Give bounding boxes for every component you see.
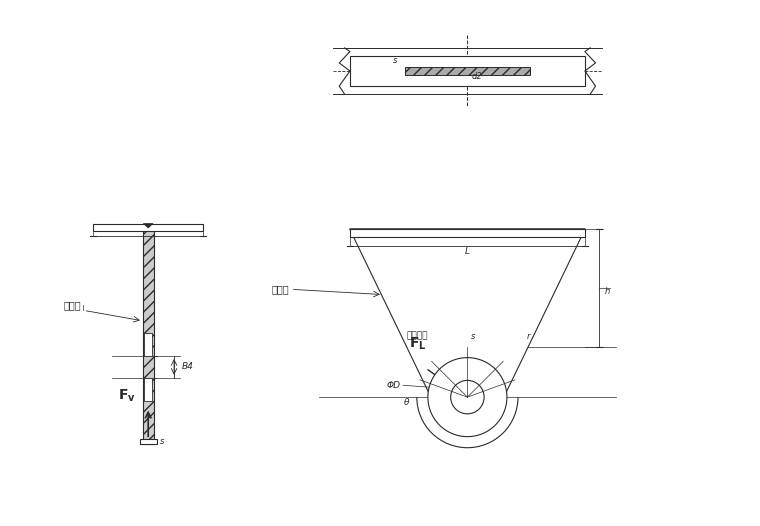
Circle shape [428, 358, 507, 437]
Text: B4: B4 [182, 362, 194, 371]
Text: s: s [471, 331, 476, 340]
Text: $\mathbf{F_L}$: $\mathbf{F_L}$ [409, 336, 426, 352]
Text: h: h [605, 287, 610, 296]
Text: 吊耳板: 吊耳板 [64, 300, 81, 310]
Polygon shape [143, 224, 154, 444]
Polygon shape [140, 439, 157, 444]
Polygon shape [350, 56, 585, 86]
Text: $\mathbf{F_v}$: $\mathbf{F_v}$ [119, 387, 136, 403]
Text: s: s [160, 437, 164, 447]
Polygon shape [350, 229, 585, 237]
Polygon shape [144, 378, 152, 401]
Text: 吊拉方向: 吊拉方向 [407, 331, 429, 340]
Text: L: L [465, 247, 470, 256]
Text: θ: θ [404, 398, 409, 407]
Polygon shape [144, 224, 153, 228]
Polygon shape [93, 224, 203, 231]
Text: d2: d2 [471, 72, 482, 81]
Polygon shape [405, 67, 530, 75]
Text: 吊耳板: 吊耳板 [271, 284, 289, 295]
Polygon shape [350, 229, 585, 397]
Polygon shape [144, 333, 152, 356]
Circle shape [451, 380, 484, 414]
Text: r: r [526, 331, 530, 340]
Text: s: s [393, 56, 397, 65]
Text: ΦD: ΦD [386, 381, 400, 390]
